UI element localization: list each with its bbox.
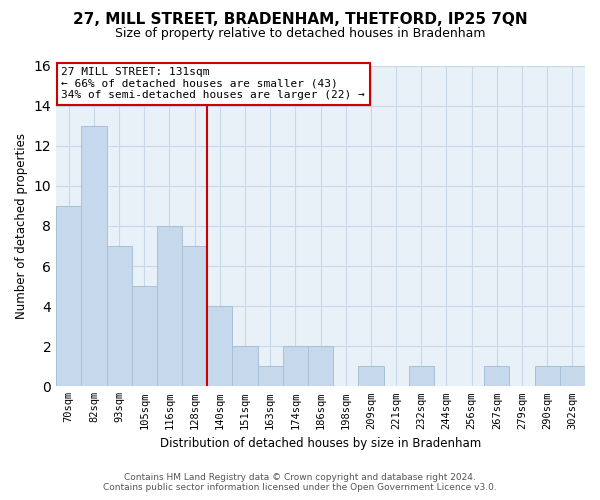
Bar [207, 306, 232, 386]
Bar [157, 226, 182, 386]
Bar [82, 126, 107, 386]
X-axis label: Distribution of detached houses by size in Bradenham: Distribution of detached houses by size … [160, 437, 481, 450]
Bar [484, 366, 509, 386]
Bar [358, 366, 383, 386]
Text: Contains HM Land Registry data © Crown copyright and database right 2024.
Contai: Contains HM Land Registry data © Crown c… [103, 473, 497, 492]
Y-axis label: Number of detached properties: Number of detached properties [15, 133, 28, 319]
Bar [535, 366, 560, 386]
Text: Size of property relative to detached houses in Bradenham: Size of property relative to detached ho… [115, 28, 485, 40]
Bar [283, 346, 308, 387]
Bar [182, 246, 207, 386]
Bar [560, 366, 585, 386]
Bar [107, 246, 132, 386]
Bar [308, 346, 333, 387]
Bar [56, 206, 82, 386]
Bar [409, 366, 434, 386]
Text: 27 MILL STREET: 131sqm
← 66% of detached houses are smaller (43)
34% of semi-det: 27 MILL STREET: 131sqm ← 66% of detached… [61, 67, 365, 100]
Bar [132, 286, 157, 386]
Text: 27, MILL STREET, BRADENHAM, THETFORD, IP25 7QN: 27, MILL STREET, BRADENHAM, THETFORD, IP… [73, 12, 527, 28]
Bar [232, 346, 257, 387]
Bar [257, 366, 283, 386]
